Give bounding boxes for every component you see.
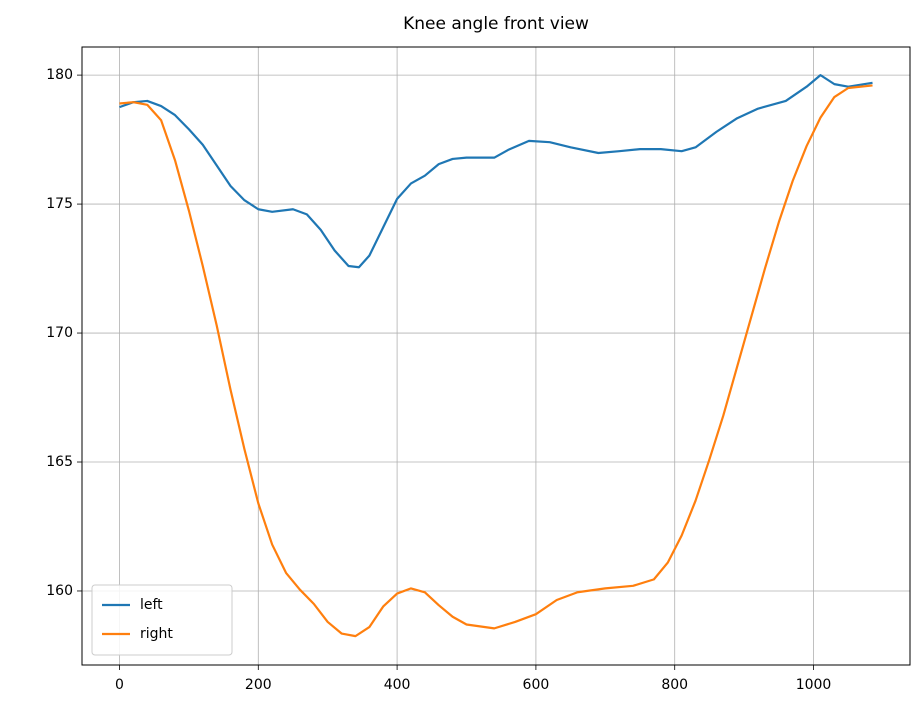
y-tick-label: 180 xyxy=(46,67,73,83)
y-tick-label: 165 xyxy=(46,454,73,470)
legend-label: right xyxy=(140,626,173,642)
x-tick-label: 200 xyxy=(245,677,272,693)
y-tick-label: 160 xyxy=(46,583,73,599)
x-tick-label: 1000 xyxy=(796,677,832,693)
legend-label: left xyxy=(140,597,163,613)
x-tick-label: 0 xyxy=(115,677,124,693)
plot-frame xyxy=(81,46,911,666)
legend-box xyxy=(91,584,233,656)
y-tick-label: 175 xyxy=(46,196,73,212)
y-tick-label: 170 xyxy=(46,325,73,341)
x-tick-label: 800 xyxy=(661,677,688,693)
x-tick-label: 400 xyxy=(384,677,411,693)
line-series xyxy=(119,74,873,269)
x-tick-label: 600 xyxy=(523,677,550,693)
line-series xyxy=(119,84,873,638)
chart-title: Knee angle front view xyxy=(403,14,589,34)
